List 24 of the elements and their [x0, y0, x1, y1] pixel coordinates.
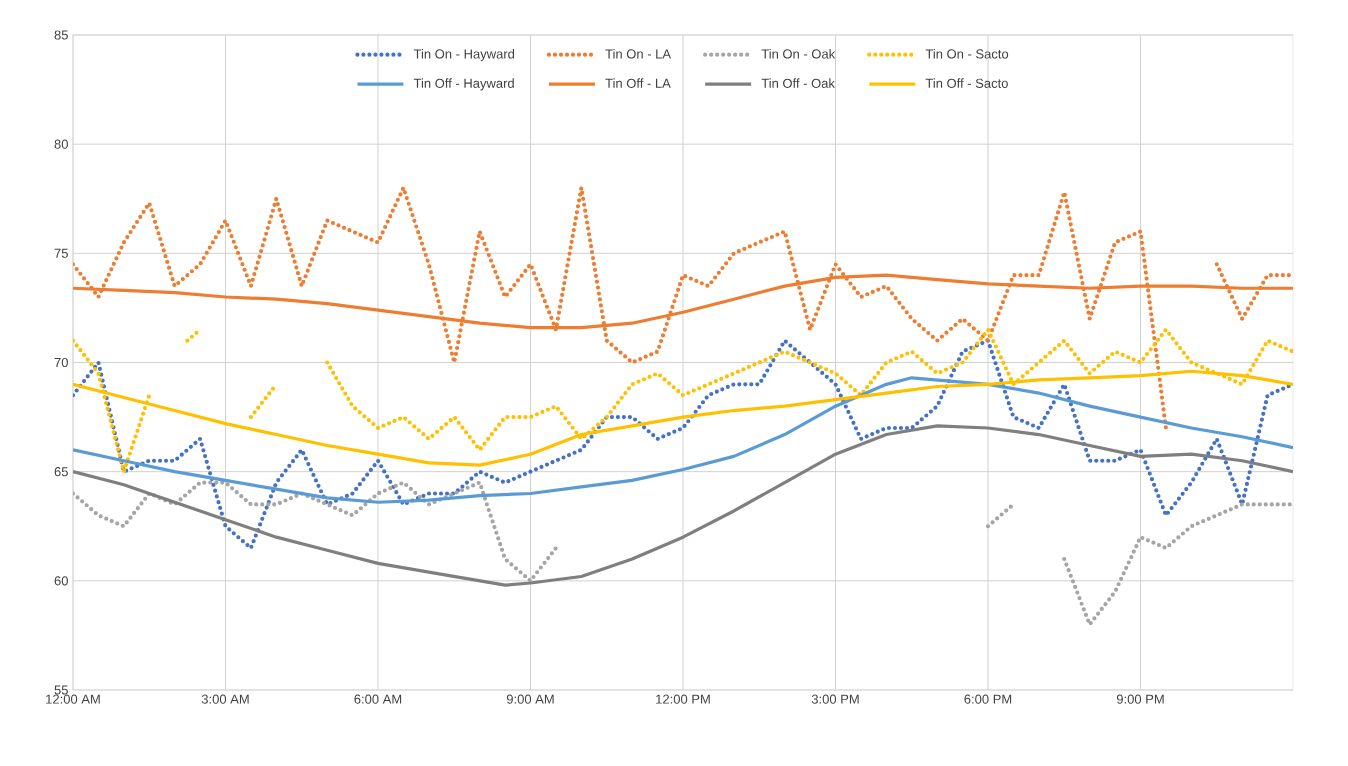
legend-label: Tin On - LA [605, 49, 672, 59]
x-tick-label: 9:00 AM [506, 694, 554, 704]
x-tick-label: 6:00 AM [354, 694, 402, 704]
y-tick-label: 55 [54, 685, 68, 695]
y-tick-label: 65 [54, 467, 68, 477]
legend-label: Tin On - Oak [761, 49, 836, 59]
x-tick-label: 9:00 PM [1116, 694, 1164, 704]
y-tick-label: 60 [54, 576, 68, 586]
x-tick-label: 3:00 PM [811, 694, 859, 704]
x-tick-label: 12:00 AM [46, 694, 100, 704]
legend-label: Tin Off - LA [605, 78, 671, 88]
y-tick-label: 80 [54, 139, 68, 149]
x-tick-label: 6:00 PM [964, 694, 1012, 704]
legend-label: Tin On - Hayward [413, 49, 515, 62]
y-tick-label: 70 [54, 357, 68, 368]
legend-label: Tin On - Sacto [925, 49, 1009, 59]
legend-label: Tin Off - Oak [761, 78, 835, 88]
y-tick-label: 85 [54, 30, 68, 40]
line-series [73, 338, 1294, 551]
legend-label: Tin Off - Hayward [413, 78, 514, 91]
x-tick-label: 3:00 AM [201, 694, 249, 704]
x-tick-label: 12:00 PM [656, 694, 710, 704]
legend-label: Tin Off - Sacto [925, 78, 1008, 88]
y-tick-label: 75 [54, 248, 68, 258]
